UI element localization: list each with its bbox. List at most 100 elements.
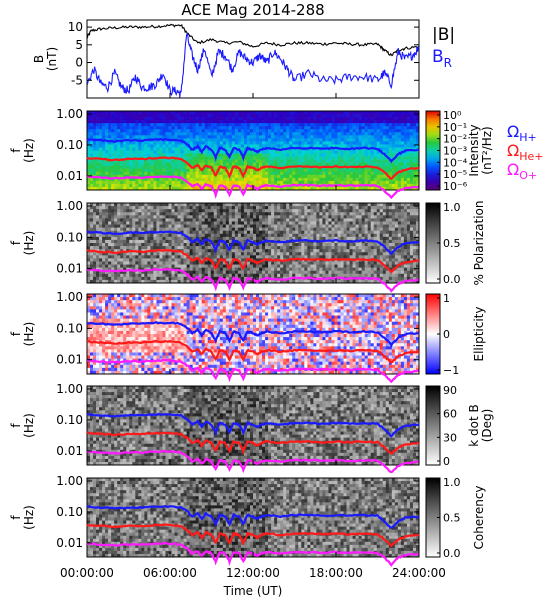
heatmap-cell [225,135,230,139]
heatmap-cell [111,279,115,284]
heatmap-cell [138,224,142,228]
heatmap-cell [246,117,251,121]
heatmap-cell [201,230,206,235]
heatmap-cell [286,177,290,182]
heatmap-cell [201,117,206,121]
heatmap-cell [307,114,311,118]
heatmap-cell [271,227,275,231]
heatmap-cell [177,159,181,163]
heatmap-cell [289,159,293,163]
heatmap-cell [141,233,145,238]
heatmap-cell [222,135,227,139]
heatmap-cell [379,144,384,148]
heatmap-cell [129,186,133,191]
heatmap-cell [153,233,157,238]
heatmap-cell [313,177,317,182]
heatmap-cell [162,246,166,250]
heatmap-cell [262,252,266,256]
heatmap-cell [90,168,94,173]
heatmap-cell [99,141,103,145]
heatmap-cell [117,147,121,151]
heatmap-cell [210,141,215,145]
heatmap-cell [123,162,127,166]
heatmap-cell [286,221,290,225]
heatmap-cell [150,123,154,127]
heatmap-cell [283,159,287,163]
heatmap-cell [111,132,115,136]
heatmap-cell [180,153,184,157]
heatmap-cell [162,165,166,170]
heatmap-cell [246,174,251,179]
heatmap-cell [382,162,387,166]
heatmap-cell [328,171,332,176]
heatmap-cell [234,209,239,213]
heatmap-cell [177,224,181,228]
heatmap-cell [114,171,118,176]
heatmap-cell [340,171,344,176]
heatmap-cell [334,129,338,133]
heatmap-cell [412,171,417,176]
heatmap-cell [234,206,239,210]
intensity-panel: 1.000.100.01f(Hz)10⁰10⁻¹10⁻²10⁻³10⁻⁴10⁻⁵… [9,107,544,200]
heatmap-cell [412,132,417,136]
heatmap-cell [117,144,121,148]
heatmap-cell [352,174,356,179]
heatmap-cell [298,171,302,176]
heatmap-cell [262,117,266,121]
heatmap-cell [108,276,112,281]
heatmap-cell [277,111,281,115]
heatmap-cell [135,123,139,127]
heatmap-cell [292,261,296,265]
heatmap-cell [388,186,393,191]
heatmap-cell [201,264,206,268]
heatmap-cell [150,206,154,210]
heatmap-cell [253,141,257,145]
heatmap-cell [231,233,236,238]
heatmap-cell [268,150,272,154]
heatmap-cell [283,123,287,127]
heatmap-cell [316,174,320,179]
heatmap-cell [283,203,287,207]
heatmap-cell [295,135,299,139]
heatmap-cell [222,279,227,284]
heatmap-cell [301,156,305,160]
heatmap-cell [406,168,411,173]
heatmap-cell [198,153,202,157]
heatmap-cell [274,249,278,253]
heatmap-cell [180,212,184,216]
heatmap-cell [322,180,326,185]
heatmap-cell [180,267,184,271]
heatmap-cell [204,230,209,235]
heatmap-cell [355,126,359,130]
heatmap-cell [183,276,187,281]
heatmap-cell [222,249,227,253]
heatmap-cell [207,243,212,247]
heatmap-cell [126,114,130,118]
heatmap-cell [240,261,245,265]
heatmap-cell [385,132,390,136]
heatmap-cell [114,270,118,275]
heatmap-cell [216,177,221,182]
heatmap-cell [99,212,103,216]
heatmap-cell [364,180,368,185]
heatmap-cell [120,117,124,121]
heatmap-cell [352,135,356,139]
heatmap-cell [156,144,160,148]
heatmap-cell [153,111,157,115]
heatmap-cell [304,267,308,271]
heatmap-cell [165,273,169,278]
heatmap-cell [274,252,278,256]
heatmap-cell [280,120,284,124]
heatmap-cell [370,111,375,115]
heatmap-cell [340,135,344,139]
heatmap-cell [256,171,260,176]
heatmap-cell [253,267,257,271]
heatmap-cell [87,212,91,216]
heatmap-cell [168,168,172,173]
heatmap-cell [234,132,239,136]
heatmap-cell [325,159,329,163]
heatmap-cell [388,180,393,185]
heatmap-cell [388,123,393,127]
heatmap-cell [231,230,236,235]
heatmap-cell [292,159,296,163]
